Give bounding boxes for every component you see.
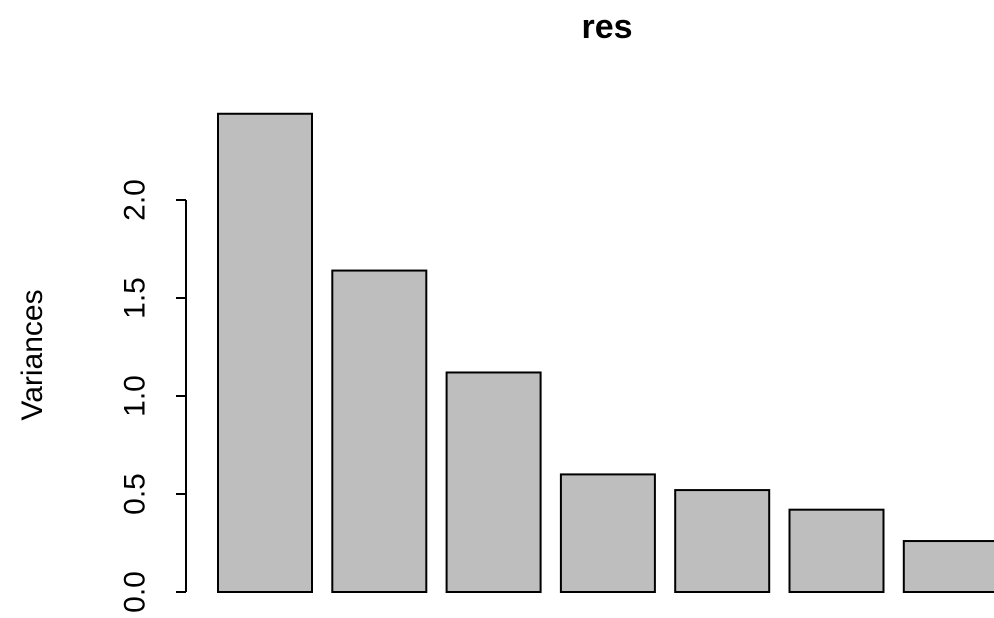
bar [217, 112, 313, 593]
bar [445, 371, 542, 594]
bar [674, 489, 771, 593]
y-axis-label: Variances [16, 289, 49, 420]
bar [331, 269, 428, 593]
bar [902, 540, 994, 593]
y-tick-label: 2.0 [119, 179, 152, 221]
y-tick-label: 1.0 [119, 375, 152, 417]
y-tick-label: 0.5 [119, 473, 152, 515]
y-axis: 0.0 0.5 1.0 1.5 2.0 [119, 179, 187, 613]
y-tick-label: 0.0 [119, 571, 152, 613]
bar [559, 473, 656, 593]
bars [217, 112, 994, 594]
y-tick-label: 1.5 [119, 277, 152, 319]
bar [788, 508, 885, 593]
chart-title: res [581, 8, 632, 46]
